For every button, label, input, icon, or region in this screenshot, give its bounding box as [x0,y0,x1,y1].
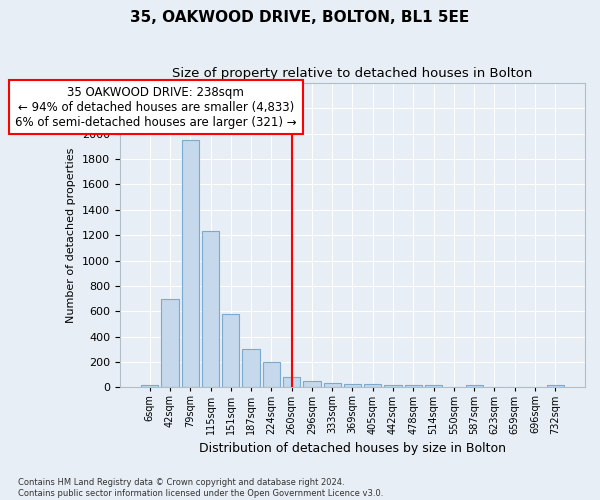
Text: 35, OAKWOOD DRIVE, BOLTON, BL1 5EE: 35, OAKWOOD DRIVE, BOLTON, BL1 5EE [130,10,470,25]
Bar [466,385,483,388]
Bar [404,385,422,388]
Bar [385,385,401,388]
Bar [364,384,382,388]
Y-axis label: Number of detached properties: Number of detached properties [67,148,76,323]
Bar [344,384,361,388]
Bar [182,140,199,388]
Bar [222,314,239,388]
Text: 35 OAKWOOD DRIVE: 238sqm
← 94% of detached houses are smaller (4,833)
6% of semi: 35 OAKWOOD DRIVE: 238sqm ← 94% of detach… [15,86,296,128]
Bar [161,298,179,388]
Bar [242,348,260,388]
Bar [141,385,158,388]
Bar [304,382,320,388]
Bar [547,385,564,388]
Bar [202,232,219,388]
Text: Contains HM Land Registry data © Crown copyright and database right 2024.
Contai: Contains HM Land Registry data © Crown c… [18,478,383,498]
Title: Size of property relative to detached houses in Bolton: Size of property relative to detached ho… [172,68,533,80]
Bar [283,376,300,388]
Bar [425,386,442,388]
Bar [323,382,341,388]
X-axis label: Distribution of detached houses by size in Bolton: Distribution of detached houses by size … [199,442,506,455]
Bar [263,362,280,388]
